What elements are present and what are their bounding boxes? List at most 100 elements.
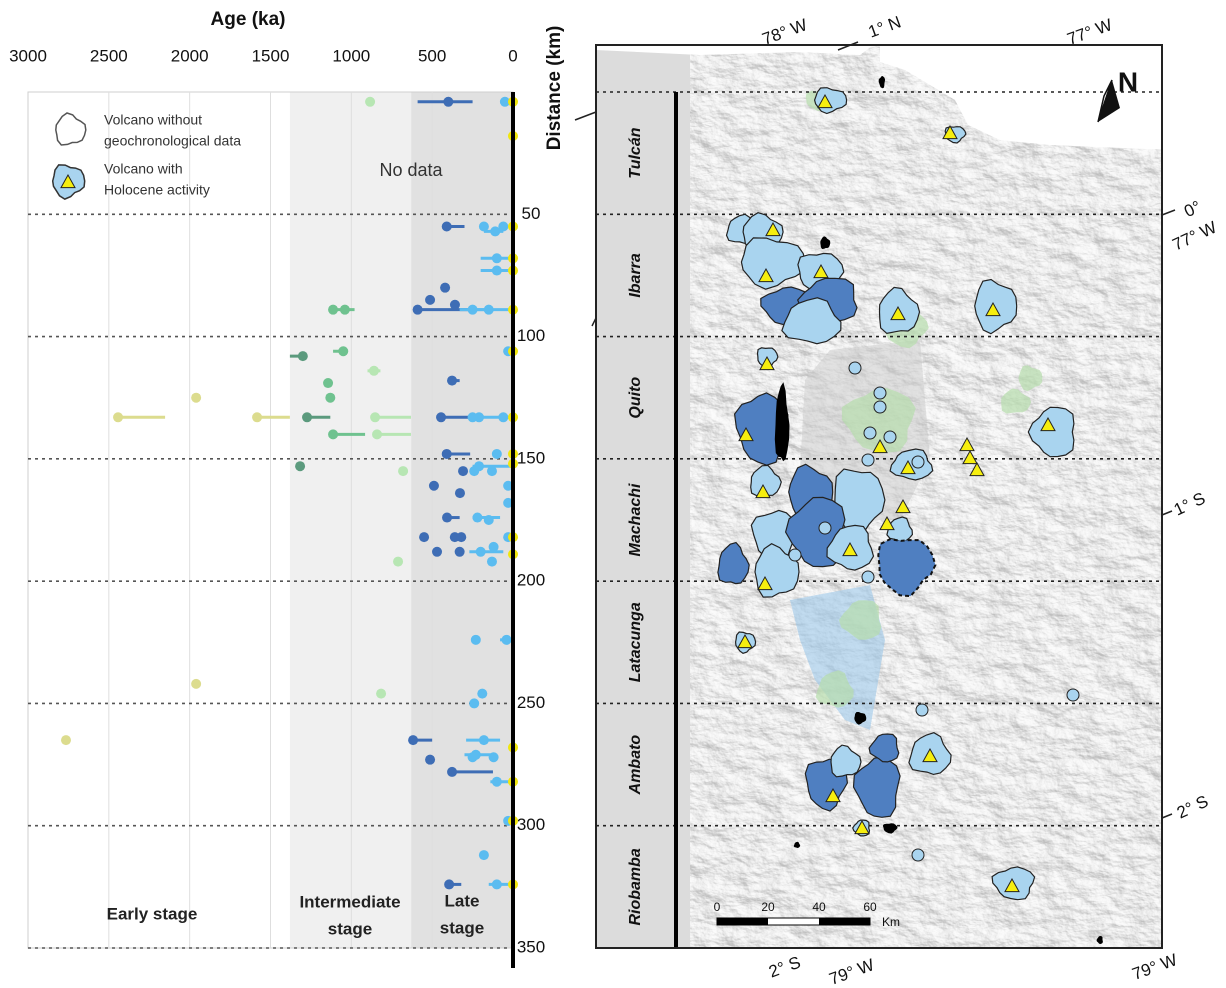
stage-label: stage — [440, 918, 484, 937]
data-point — [338, 346, 348, 356]
data-point — [492, 253, 502, 263]
data-point — [436, 412, 446, 422]
x-tick-label: 3000 — [9, 46, 47, 65]
small-volcano — [862, 454, 874, 466]
data-point — [472, 513, 482, 523]
data-point — [490, 226, 500, 236]
data-point — [471, 750, 481, 760]
data-point — [476, 547, 486, 557]
annotation: No data — [379, 160, 443, 180]
x-axis-title: Age (ka) — [211, 9, 286, 30]
stage-band — [411, 92, 513, 948]
scale-bar-label: 20 — [761, 900, 775, 914]
data-point — [447, 376, 457, 386]
stage-label: Intermediate — [299, 892, 400, 911]
data-point — [498, 412, 508, 422]
data-point — [302, 412, 312, 422]
data-point — [432, 547, 442, 557]
x-tick-label: 1500 — [252, 46, 290, 65]
data-point — [479, 222, 489, 232]
data-point — [425, 755, 435, 765]
data-point — [502, 635, 512, 645]
graticule-tick — [575, 112, 596, 120]
scale-bar-label: 0 — [714, 900, 721, 914]
data-point — [442, 449, 452, 459]
stage-label: stage — [328, 919, 372, 938]
region-label: Riobamba — [627, 848, 644, 925]
data-point — [425, 295, 435, 305]
x-tick-label: 500 — [418, 46, 446, 65]
data-point — [487, 466, 497, 476]
y-axis-title: Distance (km) — [544, 26, 565, 151]
small-volcano — [864, 427, 876, 439]
data-point — [429, 481, 439, 491]
data-point — [455, 488, 465, 498]
data-point — [191, 393, 201, 403]
data-point — [442, 513, 452, 523]
x-tick-label: 0 — [508, 46, 517, 65]
graticule-tick — [1162, 210, 1175, 215]
scale-bar-label: 40 — [812, 900, 826, 914]
data-point — [369, 366, 379, 376]
coordinate-label: 0° — [1181, 197, 1204, 221]
graticule-tick — [1162, 511, 1172, 515]
coordinate-label: 77° W — [1065, 15, 1115, 49]
data-point — [447, 767, 457, 777]
coordinate-label: 2° S — [1174, 792, 1211, 823]
data-point — [444, 879, 454, 889]
small-volcano — [912, 456, 924, 468]
data-point — [487, 557, 497, 567]
data-point — [413, 305, 423, 315]
y-tick-label: 300 — [517, 815, 545, 834]
data-point — [489, 542, 499, 552]
data-point — [398, 466, 408, 476]
data-point — [325, 393, 335, 403]
data-point — [469, 466, 479, 476]
data-point — [252, 412, 262, 422]
data-point — [479, 735, 489, 745]
small-volcano — [916, 704, 928, 716]
map: TulcánIbarraQuitoMachachiLatacungaAmbato… — [575, 12, 1220, 988]
region-label: Ibarra — [627, 253, 644, 298]
y-tick-label: 250 — [517, 693, 545, 712]
stage-band — [28, 92, 290, 948]
region-label: Machachi — [627, 483, 644, 556]
data-point — [484, 305, 494, 315]
small-volcano — [874, 401, 886, 413]
x-tick-label: 1000 — [332, 46, 370, 65]
small-volcano — [789, 549, 801, 561]
map-body — [596, 40, 1170, 948]
data-point — [468, 412, 478, 422]
region-label: Quito — [627, 377, 644, 419]
data-point — [492, 449, 502, 459]
data-point — [328, 305, 338, 315]
data-point — [376, 689, 386, 699]
y-tick-label: 200 — [517, 571, 545, 590]
data-point — [469, 698, 479, 708]
small-volcano — [819, 522, 831, 534]
data-point — [455, 547, 465, 557]
data-point — [456, 532, 466, 542]
data-point — [372, 429, 382, 439]
data-point — [492, 879, 502, 889]
data-point — [477, 689, 487, 699]
y-tick-label: 350 — [517, 937, 545, 956]
figure: 300025002000150010005000Age (ka)50100150… — [0, 0, 1226, 988]
region-label: Latacunga — [627, 602, 644, 682]
data-point — [365, 97, 375, 107]
small-volcano — [849, 362, 861, 374]
data-point — [442, 222, 452, 232]
coordinate-label: 77° W — [1169, 218, 1219, 255]
data-point — [450, 300, 460, 310]
legend-label: Volcano without — [104, 112, 202, 128]
data-point — [61, 735, 71, 745]
stage-label: Early stage — [107, 904, 198, 923]
x-tick-label: 2500 — [90, 46, 128, 65]
data-point — [113, 412, 123, 422]
data-point — [393, 557, 403, 567]
scale-bar-segment — [819, 918, 870, 925]
data-point — [479, 850, 489, 860]
data-point — [328, 429, 338, 439]
coordinate-label: 79° W — [1130, 950, 1180, 984]
